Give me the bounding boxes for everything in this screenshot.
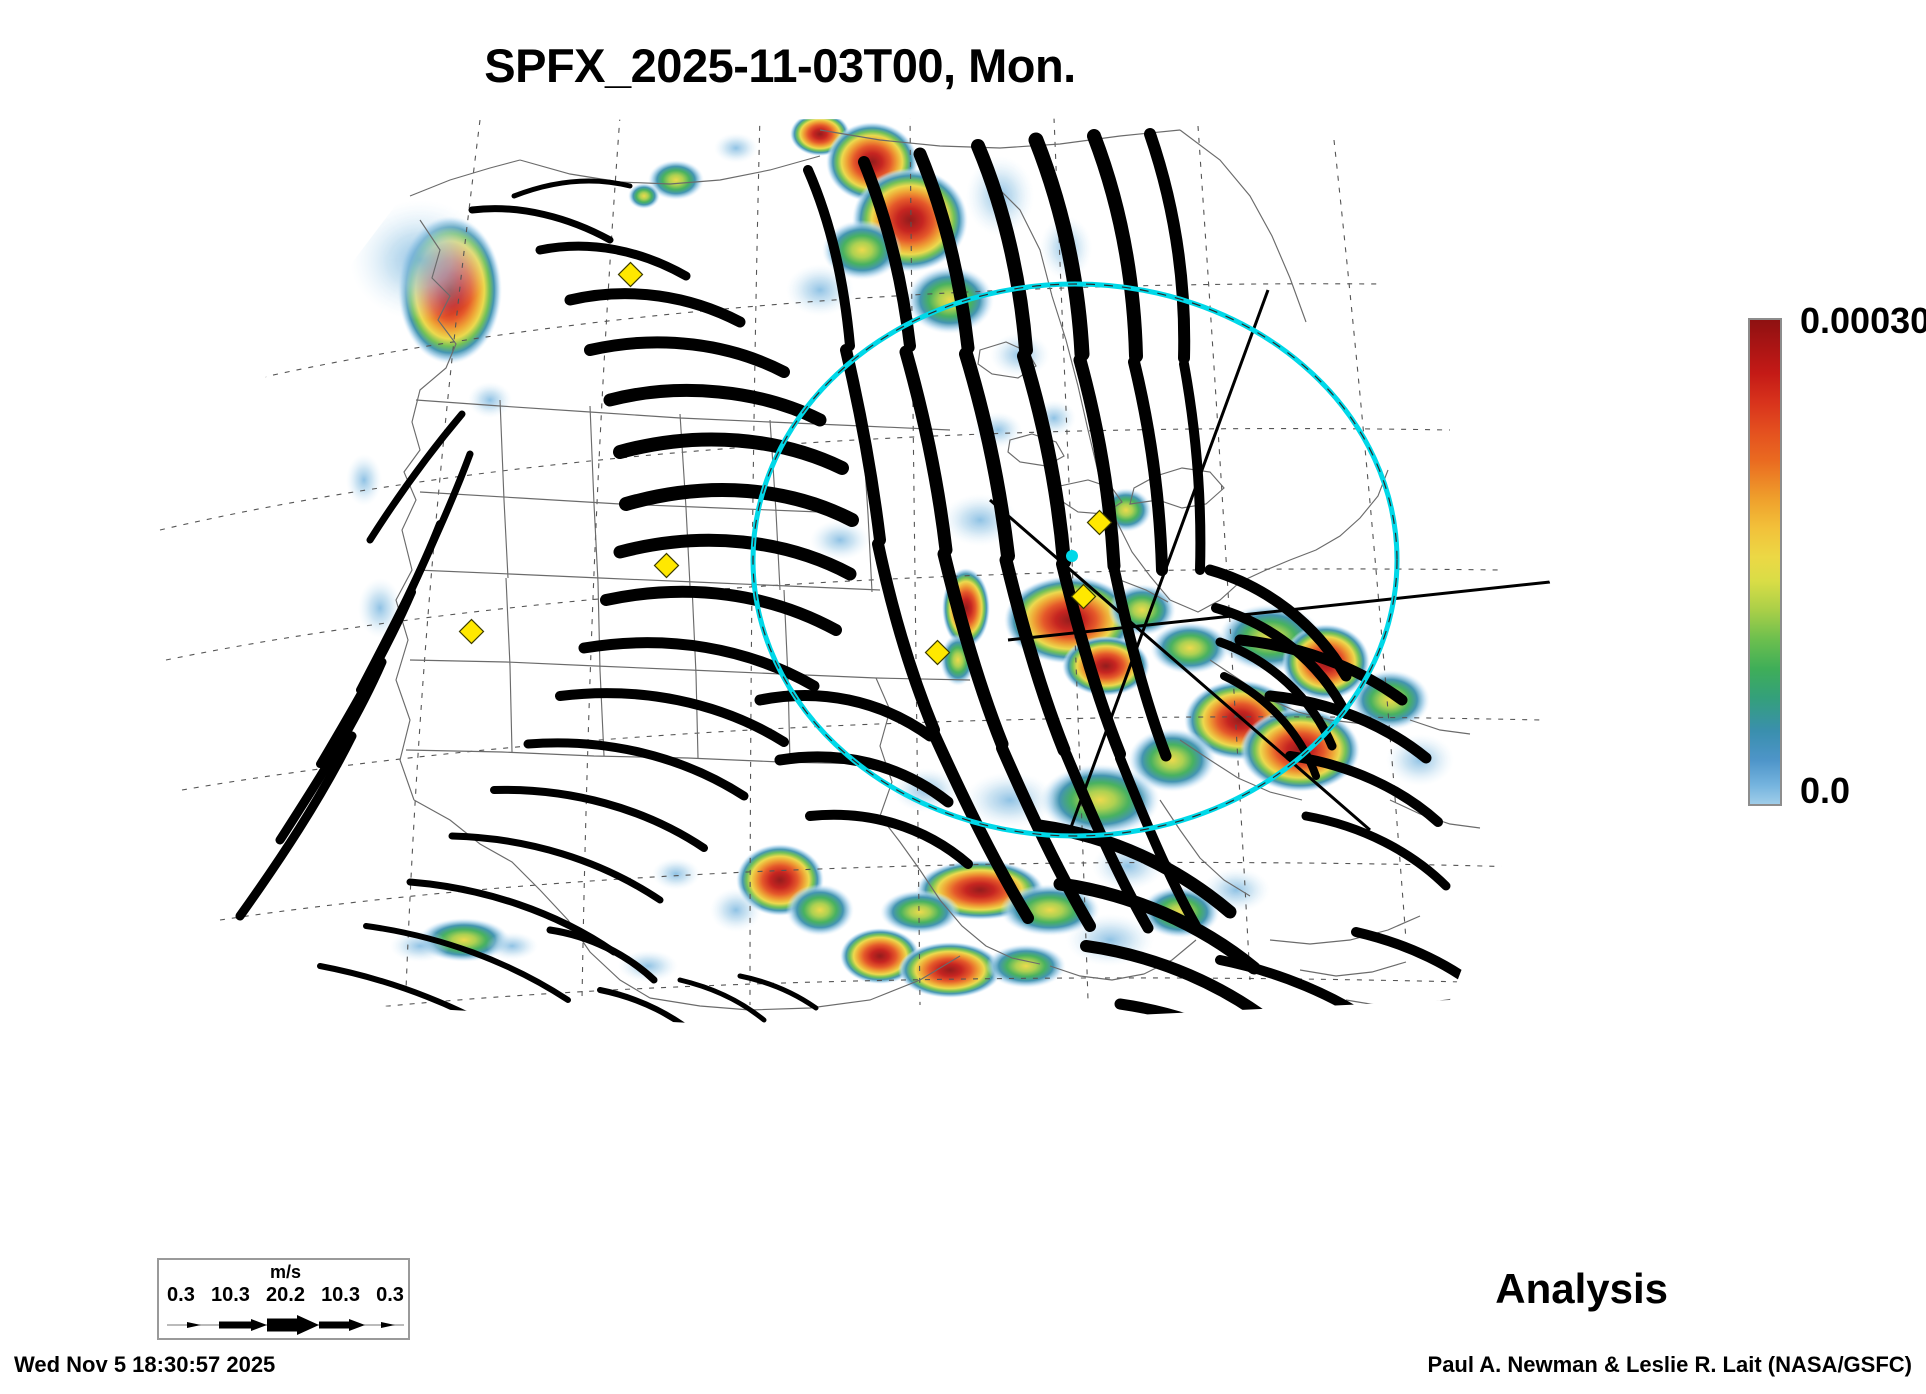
station-marker[interactable]	[1086, 509, 1113, 536]
cross-section-lines	[989, 289, 1551, 832]
wind-speed-legend: m/s 0.3 10.3 20.2 10.3 0.3	[157, 1258, 410, 1340]
graticule	[159, 118, 1561, 1011]
center-point-marker[interactable]	[1066, 550, 1078, 562]
credit-line: Paul A. Newman & Leslie R. Lait (NASA/GS…	[1427, 1352, 1912, 1377]
colorbar-min-label: 0.0	[1800, 770, 1851, 811]
generation-timestamp: Wed Nov 5 18:30:57 2025	[14, 1352, 276, 1377]
legend-unit-label: m/s	[269, 1262, 302, 1282]
streamline-layer	[235, 128, 1493, 1030]
legend-value: 0.3	[167, 1284, 195, 1306]
station-marker-group[interactable]	[458, 261, 1113, 666]
map-panel[interactable]	[120, 100, 1600, 1130]
colorbar-max-label: 0.00030	[1800, 300, 1926, 341]
analysis-circle-outline	[752, 283, 1398, 837]
legend-values: 0.3 10.3 20.2 10.3 0.3	[159, 1284, 412, 1307]
legend-value: 20.2	[266, 1284, 305, 1306]
station-marker[interactable]	[617, 261, 644, 288]
station-marker[interactable]	[924, 639, 951, 666]
legend-value: 0.3	[376, 1284, 404, 1306]
map-canvas[interactable]	[120, 100, 1600, 1130]
legend-arrow-scale	[167, 1315, 404, 1335]
colorbar	[1748, 318, 1782, 806]
legend-value: 10.3	[210, 1284, 250, 1306]
colorbar-gradient	[1750, 320, 1780, 804]
station-marker[interactable]	[458, 618, 485, 645]
page-title: SPFX_2025-11-03T00, Mon.	[484, 39, 1076, 92]
field-shading-layer	[346, 118, 1454, 998]
analysis-label: Analysis	[1495, 1265, 1668, 1312]
station-marker[interactable]	[653, 552, 680, 579]
legend-value: 10.3	[321, 1284, 360, 1306]
station-marker[interactable]	[1070, 583, 1097, 610]
